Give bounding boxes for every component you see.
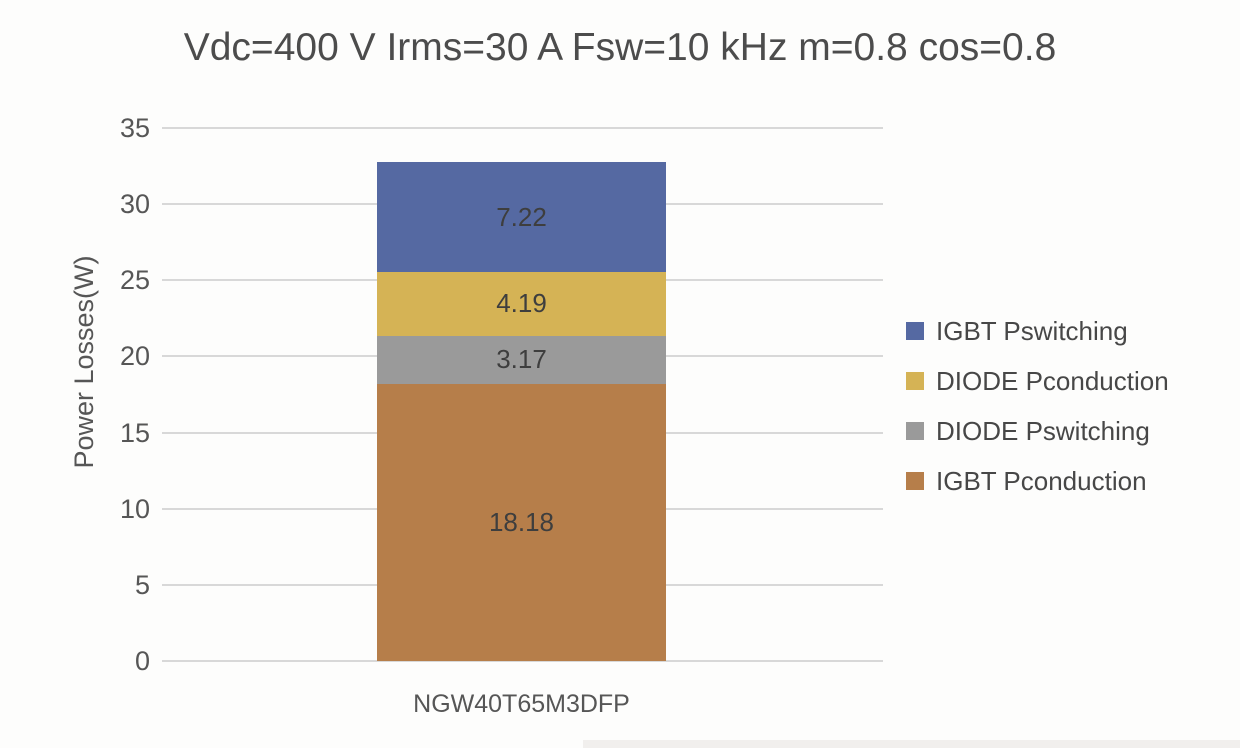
y-tick-label: 20 <box>119 341 150 372</box>
legend-swatch-icon <box>906 372 924 390</box>
legend-label: DIODE Pswitching <box>936 415 1150 446</box>
bar-value-label: 3.17 <box>496 344 547 375</box>
legend-item: IGBT Pswitching <box>906 314 1169 348</box>
legend-label: IGBT Pswitching <box>936 315 1128 346</box>
bar-segment-diode-pconduction: 4.19 <box>377 272 666 336</box>
legend: IGBT Pswitching DIODE Pconduction DIODE Ps… <box>906 314 1169 498</box>
bar-segment-diode-pswitching: 3.17 <box>377 335 666 385</box>
legend-item: DIODE Pswitching <box>906 414 1169 448</box>
y-tick-label: 30 <box>119 189 150 220</box>
legend-item: DIODE Pconduction <box>906 364 1169 398</box>
legend-swatch-icon <box>906 322 924 340</box>
y-tick-label: 0 <box>134 646 150 676</box>
y-tick-label: 35 <box>119 113 150 143</box>
bottom-edge-artifact <box>583 740 1240 748</box>
y-tick-label: 15 <box>119 417 150 448</box>
bar-segment-igbt-pconduction: 18.18 <box>377 384 666 661</box>
bar-value-label: 4.19 <box>496 288 547 319</box>
y-tick-label: 25 <box>119 265 150 296</box>
bar-value-label: 7.22 <box>496 201 547 232</box>
y-tick-label: 5 <box>134 569 150 600</box>
legend-label: DIODE Pconduction <box>936 365 1169 396</box>
chart-title: Vdc=400 V Irms=30 A Fsw=10 kHz m=0.8 cos… <box>183 26 1057 69</box>
y-tick-label: 10 <box>119 493 150 524</box>
legend-label: IGBT Pconduction <box>936 465 1147 496</box>
legend-item: IGBT Pconduction <box>906 464 1169 498</box>
x-category-label: NGW40T65M3DFP <box>413 690 630 718</box>
legend-swatch-icon <box>906 472 924 490</box>
legend-swatch-icon <box>906 422 924 440</box>
gridline <box>162 127 883 129</box>
gridline <box>162 660 883 662</box>
bar-segment-igbt-pswitching: 7.22 <box>377 162 666 273</box>
bar-value-label: 18.18 <box>488 507 555 538</box>
